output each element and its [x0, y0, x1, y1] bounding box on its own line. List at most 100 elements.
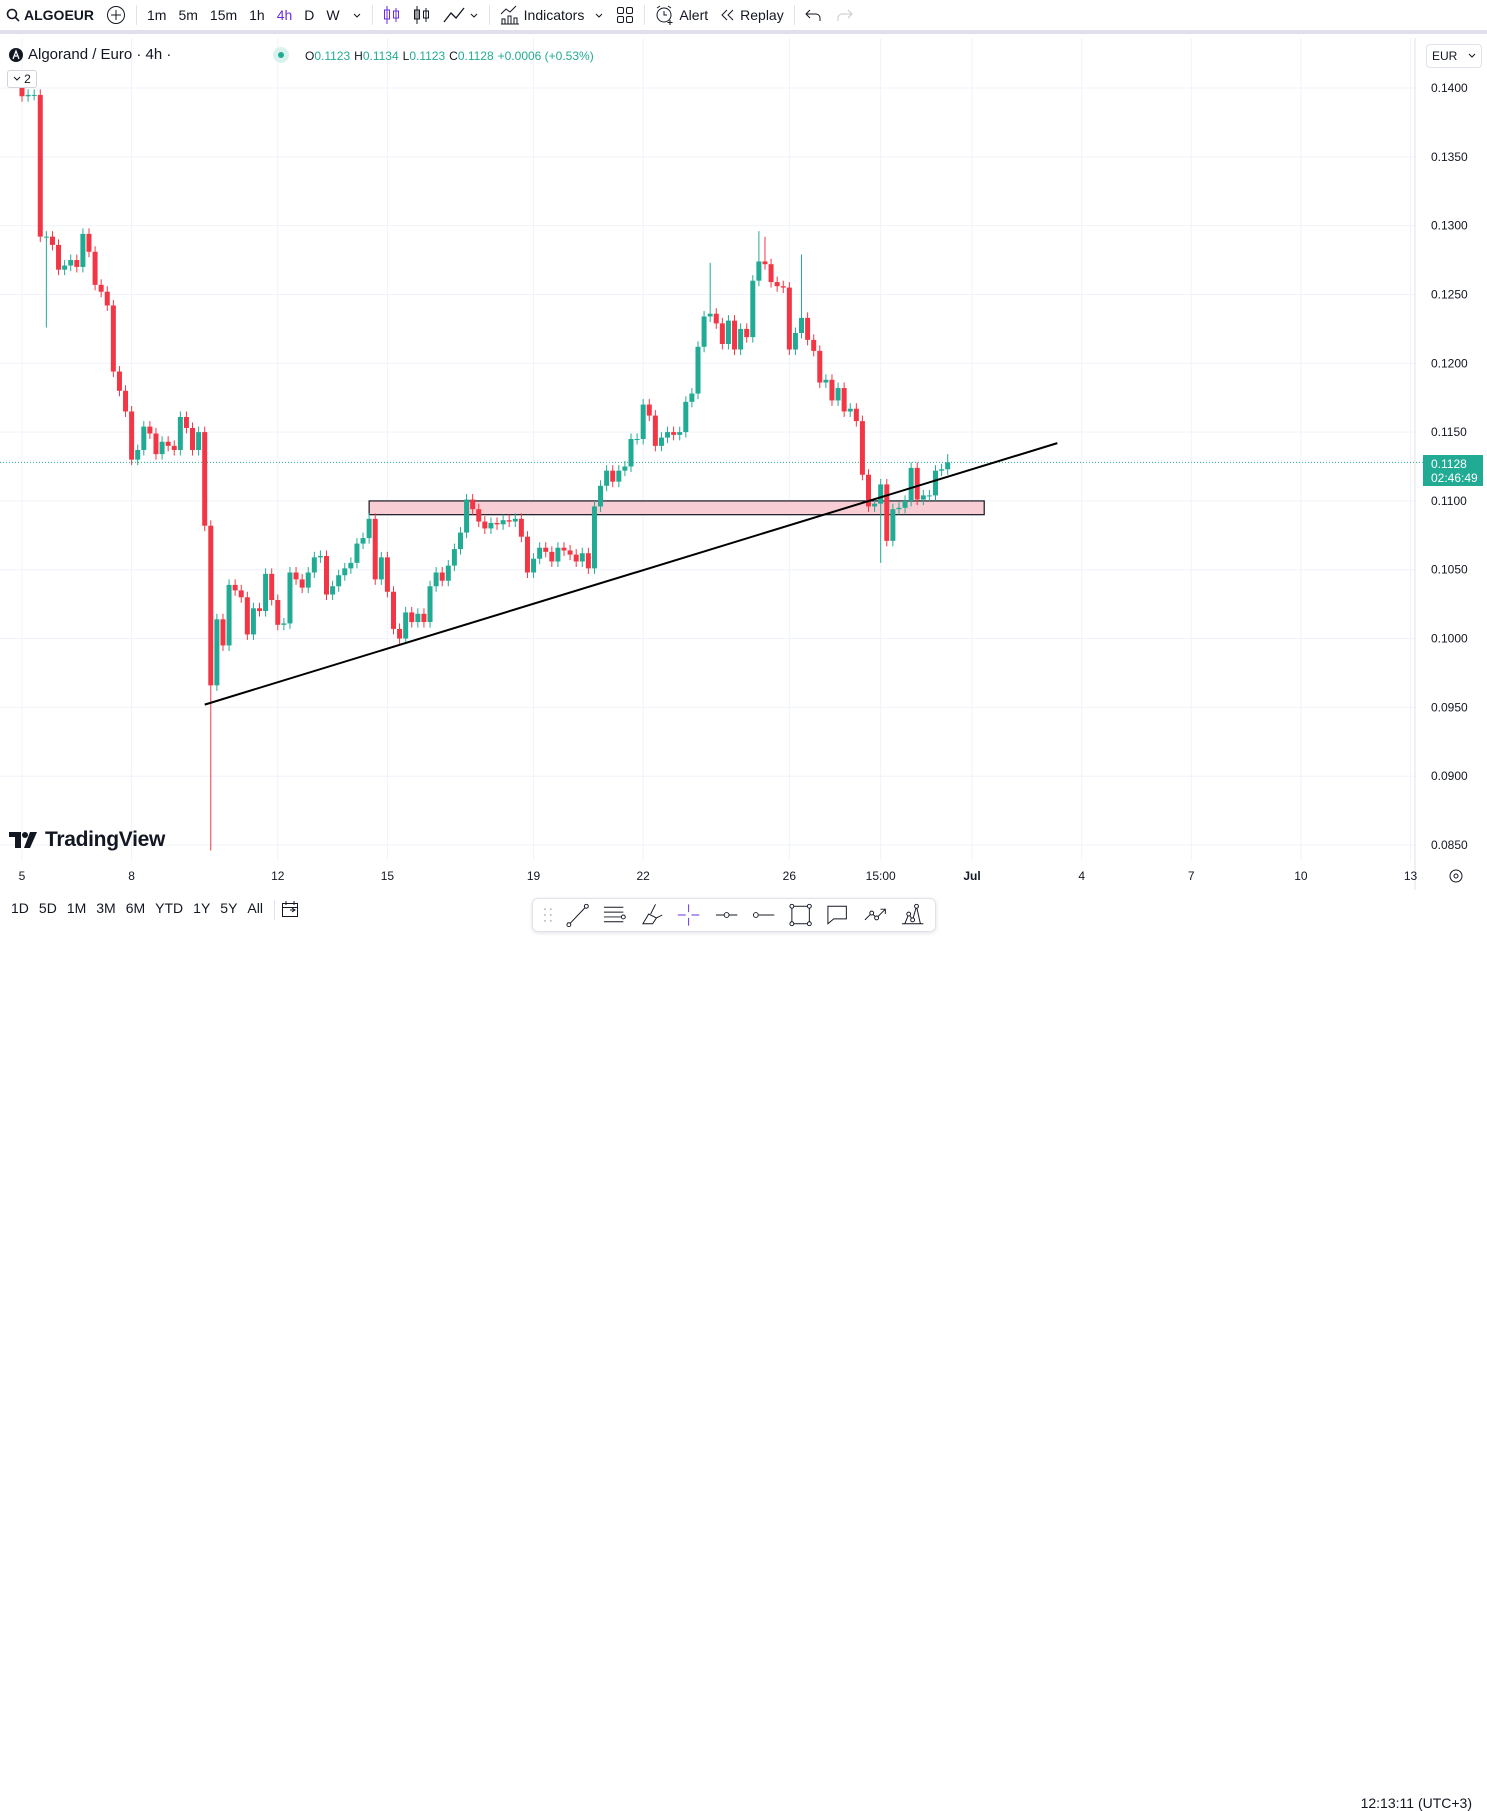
divider: [488, 5, 490, 25]
candle: [604, 465, 610, 492]
range-all[interactable]: All: [247, 900, 263, 916]
settings-gear-icon[interactable]: [1449, 869, 1463, 883]
candle: [598, 480, 604, 512]
drag-handle-icon[interactable]: [543, 906, 553, 924]
price-tick-label: 0.0950: [1431, 700, 1468, 714]
chevron-down-icon: [353, 13, 360, 18]
fib-retracement-icon[interactable]: [602, 902, 627, 928]
interval-1m[interactable]: 1m: [141, 0, 172, 30]
market-status-indicator[interactable]: [273, 47, 289, 63]
candle-body: [159, 441, 165, 455]
indicators-button[interactable]: Indicators: [494, 0, 611, 30]
forecast-icon[interactable]: [863, 902, 888, 928]
range-3m[interactable]: 3M: [96, 900, 116, 916]
interval-1h[interactable]: 1h: [243, 0, 271, 30]
range-5y[interactable]: 5Y: [220, 900, 238, 916]
candle: [378, 551, 384, 585]
ohlc-values: O0.1123 H0.1134 L0.1123 C0.1128 +0.0006 …: [305, 49, 594, 63]
price-chart[interactable]: 0.1400 0.1350 0.1300 0.1250 0.1200 0.1150 0.11…: [0, 38, 1487, 893]
range-ytd[interactable]: YTD: [155, 900, 184, 916]
range-5d[interactable]: 5D: [38, 900, 57, 916]
alert-label: Alert: [679, 7, 709, 23]
interval-5m[interactable]: 5m: [172, 0, 203, 30]
interval-d[interactable]: D: [298, 0, 320, 30]
candle: [890, 503, 896, 547]
algorand-logo-icon: [9, 47, 23, 62]
interval-dropdown[interactable]: [346, 0, 368, 30]
candle-body: [920, 495, 926, 500]
range-1y[interactable]: 1Y: [193, 900, 211, 916]
alert-button[interactable]: Alert: [649, 0, 714, 30]
trend-line-icon[interactable]: [565, 902, 590, 928]
candle-body: [31, 94, 37, 96]
layout-button[interactable]: [610, 0, 640, 30]
interval-4h[interactable]: 4h: [271, 0, 299, 30]
candles-icon: [383, 6, 399, 24]
candle: [945, 454, 951, 475]
candle: [488, 517, 494, 534]
candles-chart-type-button[interactable]: [377, 0, 407, 30]
candle-body: [933, 470, 938, 496]
time-tick-label: 8: [128, 869, 135, 883]
candle: [421, 608, 427, 628]
candle-body: [439, 572, 445, 581]
candle: [799, 254, 805, 339]
range-6m[interactable]: 6M: [125, 900, 146, 916]
candle: [324, 550, 329, 601]
range-1d[interactable]: 1D: [11, 900, 29, 916]
calendar-goto-icon[interactable]: [281, 900, 299, 918]
redo-button[interactable]: [829, 0, 859, 30]
interval-label: D: [304, 7, 315, 23]
undo-button[interactable]: [799, 0, 829, 30]
crosshair-icon[interactable]: [676, 902, 701, 928]
candle: [531, 553, 537, 578]
horizontal-line-icon[interactable]: [751, 902, 776, 928]
candle: [768, 258, 774, 288]
tradingview-logo[interactable]: TradingView: [9, 828, 165, 852]
interval-15m[interactable]: 15m: [204, 0, 243, 30]
brush-icon[interactable]: [639, 902, 664, 928]
candle-body: [250, 608, 256, 635]
candle-body: [591, 506, 597, 569]
pattern-icon[interactable]: [900, 902, 925, 928]
replay-button[interactable]: Replay: [714, 0, 790, 30]
interval-label: 15m: [209, 7, 238, 23]
horizontal-ray-icon[interactable]: [714, 902, 739, 928]
interval-label: W: [326, 7, 340, 23]
price-tick-label: 0.1300: [1431, 219, 1468, 233]
range-1m[interactable]: 1M: [66, 900, 87, 916]
candle-body: [299, 579, 305, 588]
interval-w[interactable]: W: [320, 0, 345, 30]
divider: [273, 900, 275, 920]
candle: [49, 231, 55, 251]
symbol-title[interactable]: Algorand / Euro · 4h ·: [28, 46, 172, 63]
candle: [543, 542, 549, 558]
candle-body: [817, 350, 823, 383]
candle-body: [561, 547, 567, 551]
candle: [397, 623, 403, 645]
candle-body: [378, 557, 384, 580]
callout-icon[interactable]: [825, 902, 850, 928]
tradingview-logo-icon: [9, 832, 37, 848]
candle-body: [689, 393, 695, 402]
candle-body: [56, 244, 62, 270]
divider: [793, 5, 795, 25]
symbol-search-button[interactable]: ALGOEUR: [0, 0, 100, 30]
time-tick-label: 12: [271, 869, 285, 883]
line-chart-button[interactable]: [437, 0, 485, 30]
candle: [56, 239, 62, 276]
indicators-collapse-button[interactable]: 2: [7, 70, 37, 88]
time-tick-label: 4: [1078, 869, 1085, 883]
hollow-candles-button[interactable]: [407, 0, 437, 30]
candle-body: [311, 557, 317, 573]
candle-body: [567, 550, 573, 555]
clock-timezone[interactable]: 12:13:11 (UTC+3): [1360, 1795, 1472, 1811]
candle: [555, 542, 561, 567]
candle: [859, 415, 865, 481]
rectangle-icon[interactable]: [788, 902, 813, 928]
candle: [774, 276, 780, 292]
compare-symbol-button[interactable]: [100, 0, 132, 30]
candle-body: [86, 233, 92, 252]
time-tick-label: 26: [783, 869, 797, 883]
currency-select[interactable]: EUR: [1426, 44, 1482, 68]
